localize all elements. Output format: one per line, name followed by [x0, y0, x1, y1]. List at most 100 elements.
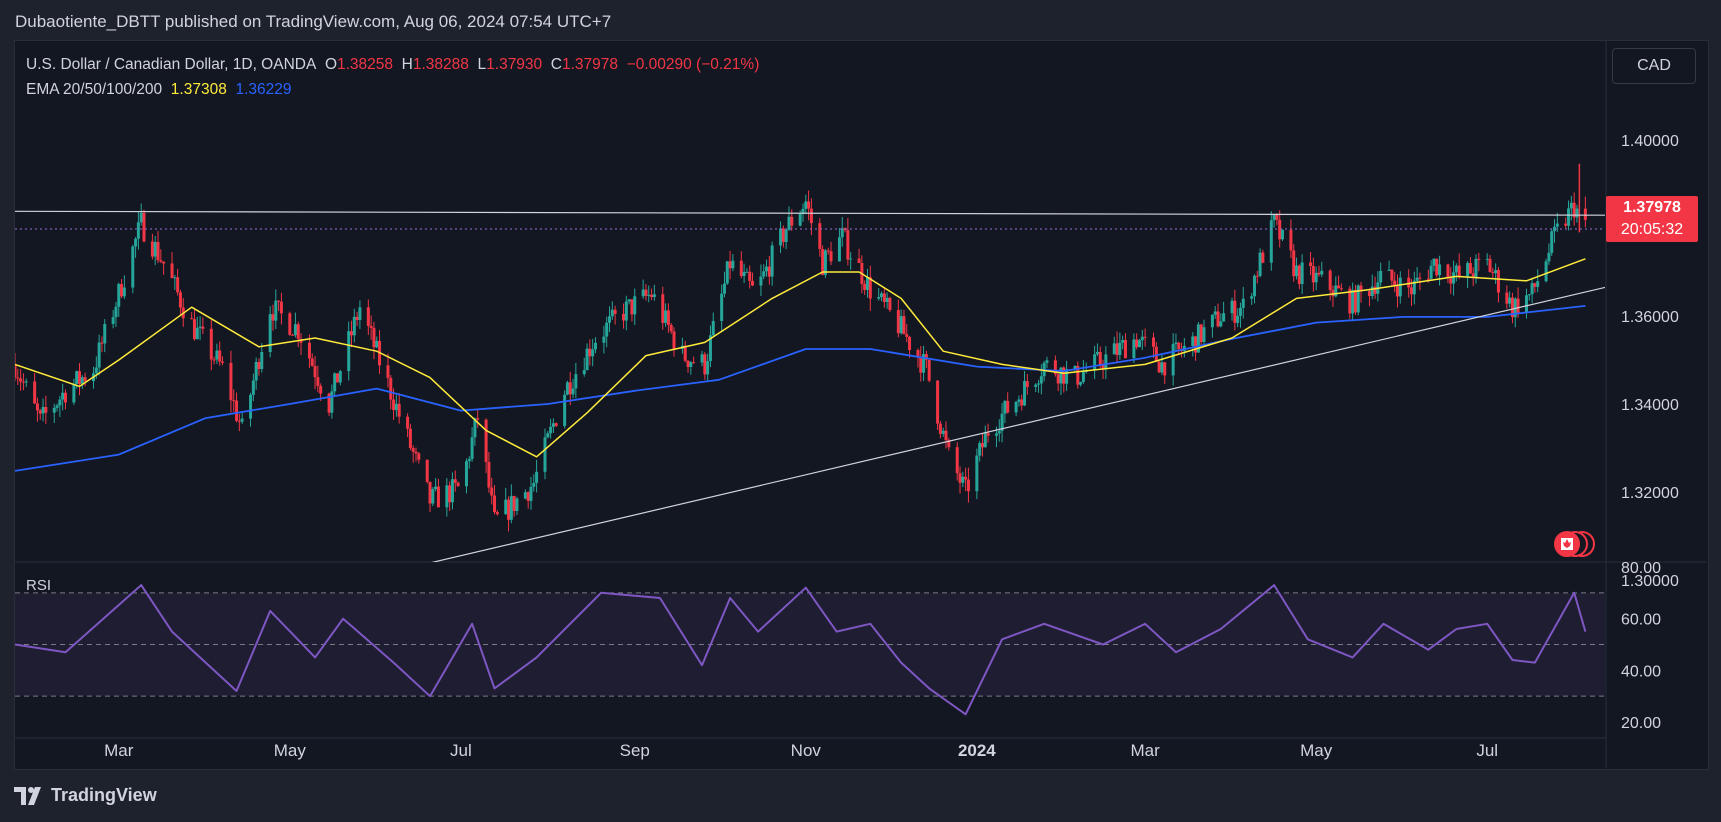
symbol-title[interactable]: U.S. Dollar / Canadian Dollar, 1D, OANDA [26, 56, 317, 73]
low-value: 1.37930 [486, 56, 543, 73]
candle-body [1230, 300, 1234, 314]
candle-body [759, 276, 763, 286]
candle-body [585, 348, 589, 371]
candle-body [414, 451, 418, 454]
candle-body [80, 377, 84, 384]
candle-body [947, 440, 951, 448]
candle-body [1081, 372, 1085, 382]
candle-body [1407, 277, 1411, 288]
candle-body [1233, 300, 1237, 323]
candle-body [837, 237, 841, 262]
candle-body [291, 334, 295, 336]
candle-body [1583, 208, 1587, 220]
candle-body [117, 284, 121, 307]
candle-body [122, 287, 126, 297]
candle-body [310, 358, 314, 366]
candle-body [790, 216, 794, 226]
candle-body [708, 335, 712, 362]
candle-body [162, 261, 166, 264]
candle-body [72, 383, 76, 403]
candle-body [1550, 231, 1554, 253]
candle-body [369, 325, 373, 328]
candle-body [826, 250, 830, 252]
candle-body [1527, 294, 1531, 296]
candle-body [1530, 283, 1534, 295]
candle-body [1143, 336, 1147, 338]
candle-body [1314, 272, 1318, 283]
candle-body [902, 316, 906, 335]
candle-body [624, 301, 628, 321]
candle-body [215, 350, 219, 360]
candle-body [770, 245, 774, 277]
candle-body [235, 400, 239, 421]
candle-body [33, 381, 37, 404]
candle-body [229, 362, 233, 401]
high-value: 1.38288 [412, 56, 469, 73]
candle-body [448, 485, 452, 503]
time-tick-label: Mar [104, 741, 134, 760]
candle-body [610, 309, 614, 317]
candle-body [1272, 214, 1276, 221]
candle-body [1379, 270, 1383, 283]
candle-body [1177, 342, 1181, 350]
candle-body [358, 307, 362, 321]
candle-body [1039, 376, 1043, 384]
candle-body [1025, 381, 1029, 388]
candle-body [1454, 265, 1458, 273]
candle-body [1152, 337, 1156, 347]
candle-body [1140, 336, 1144, 341]
candle-body [1250, 296, 1254, 299]
candle-body [1163, 362, 1167, 376]
trendline-support [431, 286, 1605, 562]
candle-body [787, 216, 791, 230]
candle-body [509, 496, 513, 520]
canada-flag-icon[interactable] [1548, 529, 1596, 559]
price-tick-label: 1.34000 [1621, 397, 1679, 414]
candle-body [994, 433, 998, 436]
time-tick-label: Sep [620, 741, 650, 760]
candle-body [131, 246, 135, 288]
candle-body [473, 418, 477, 438]
ema-fast-value: 1.37308 [170, 81, 227, 98]
candle-body [1112, 343, 1116, 355]
candle-body [868, 277, 872, 299]
candle-body [1289, 229, 1293, 251]
candle-body [52, 407, 56, 413]
last-price-value: 1.37978 [1623, 199, 1681, 216]
candle-body [924, 354, 928, 360]
candle-body [293, 324, 297, 336]
candle-body [1241, 298, 1245, 308]
currency-button[interactable]: CAD [1612, 48, 1696, 84]
candle-body [19, 378, 23, 382]
candle-body [240, 418, 244, 422]
candle-body [1339, 288, 1343, 290]
candle-body [532, 482, 536, 487]
tradingview-brand[interactable]: TradingView [14, 785, 157, 806]
candle-body [1471, 273, 1475, 277]
candle-body [1213, 311, 1217, 315]
candle-body [1446, 264, 1450, 279]
candle-body [192, 319, 196, 340]
ema-label[interactable]: EMA 20/50/100/200 [26, 81, 163, 98]
candle-body [975, 455, 979, 492]
candle-body [335, 373, 339, 383]
candle-body [1275, 214, 1279, 220]
candle-body [411, 448, 415, 452]
rsi-label[interactable]: RSI [26, 577, 52, 594]
candle-body [1466, 263, 1470, 277]
candle-body [1118, 342, 1122, 355]
candle-body [1331, 290, 1335, 297]
candle-body [554, 423, 558, 426]
candle-body [495, 512, 499, 515]
candle-body [1098, 351, 1102, 365]
candle-body [134, 238, 138, 247]
candle-body [417, 453, 421, 460]
candle-body [607, 316, 611, 323]
candle-body [535, 471, 539, 483]
candle-body [1547, 252, 1551, 262]
candle-body [966, 479, 970, 492]
candle-body [661, 294, 665, 323]
candle-body [260, 352, 264, 369]
candle-body [355, 316, 359, 321]
